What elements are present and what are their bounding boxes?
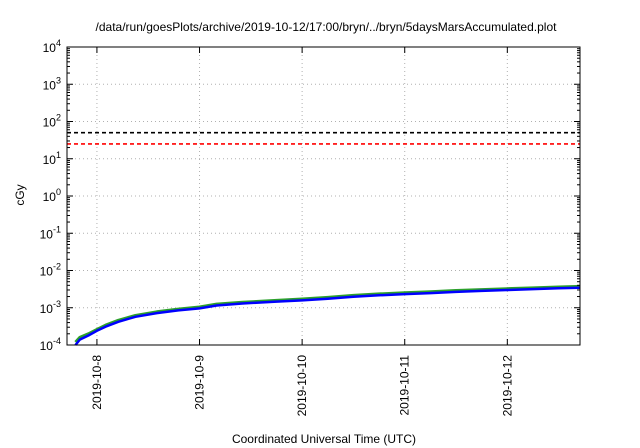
y-tick-label: 10-1 <box>40 224 61 241</box>
x-tick-label: 2019-10-12 <box>500 355 514 417</box>
x-axis-label: Coordinated Universal Time (UTC) <box>232 432 416 446</box>
y-tick-label: 102 <box>43 113 61 130</box>
x-tick-label: 2019-10-9 <box>193 355 207 410</box>
y-tick-label: 101 <box>43 150 61 167</box>
chart-title: /data/run/goesPlots/archive/2019-10-12/1… <box>96 20 558 34</box>
y-axis-label: cGy <box>13 184 27 205</box>
ticks: 10-4 10-3 10-2 10-1 100 101 102 103 104 2019-10-8… <box>40 38 580 416</box>
series-line <box>74 286 581 346</box>
y-tick-label: 10-2 <box>40 262 61 279</box>
x-tick-label: 2019-10-8 <box>90 355 104 410</box>
y-tick-label: 10-4 <box>40 336 61 353</box>
reference-lines <box>67 131 580 145</box>
grid <box>67 47 580 345</box>
x-tick-label: 2019-10-11 <box>398 355 412 416</box>
y-tick-label: 104 <box>43 38 61 55</box>
y-tick-label: 103 <box>43 75 61 92</box>
y-tick-label: 10-3 <box>40 299 61 316</box>
series-layer <box>74 284 581 346</box>
x-tick-label: 2019-10-10 <box>295 355 309 417</box>
y-tick-label: 100 <box>43 187 61 204</box>
